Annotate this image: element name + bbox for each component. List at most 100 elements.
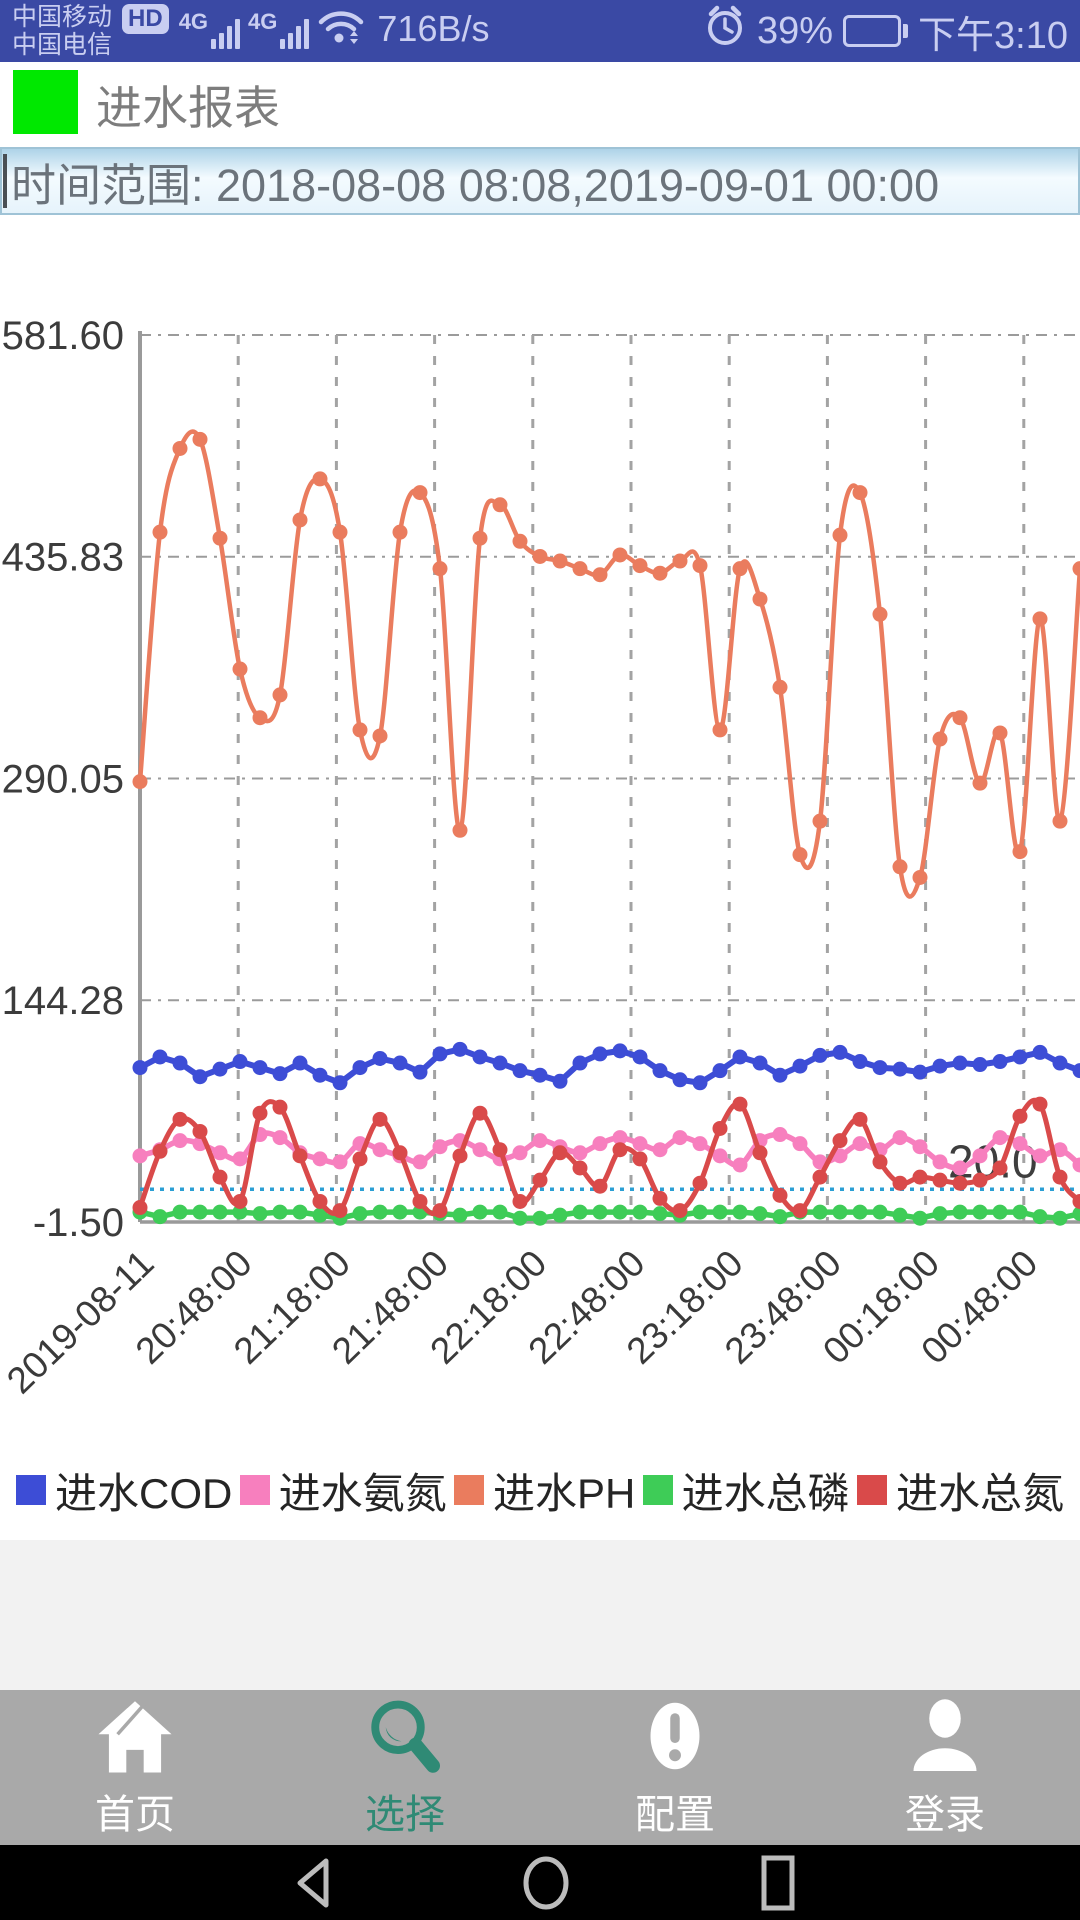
series-point (492, 497, 508, 513)
series-point (312, 471, 328, 487)
y-axis-tick-label: -1.50 (33, 1201, 124, 1245)
series-point (172, 440, 188, 456)
bottom-nav-bar: 首页 选择 配置 (0, 1690, 1080, 1845)
series-point (152, 1209, 168, 1225)
series-point (232, 1204, 248, 1220)
series-point (752, 591, 768, 607)
network-type-label: 4G (248, 8, 278, 34)
series-point (652, 565, 668, 581)
series-point (732, 1049, 748, 1065)
series-point (432, 1046, 448, 1062)
series-point (512, 1063, 528, 1079)
series-point (492, 1142, 508, 1158)
series-point (592, 1136, 608, 1152)
nav-item-select[interactable]: 选择 (270, 1690, 540, 1845)
series-point (612, 547, 628, 563)
network-speed: 716B/s (377, 7, 490, 49)
series-point (1032, 1148, 1048, 1164)
series-point (772, 1209, 788, 1225)
series-point (1072, 1157, 1080, 1173)
legend-item[interactable]: 进水氨氮 (239, 1460, 447, 1521)
series-point (532, 548, 548, 564)
series-point (1012, 844, 1028, 860)
series-point (792, 1136, 808, 1152)
series-point (532, 1210, 548, 1226)
series-point (512, 533, 528, 549)
nav-item-config[interactable]: 配置 (540, 1690, 810, 1845)
series-point (1072, 561, 1080, 577)
series-point (132, 774, 148, 790)
series-point (452, 1148, 468, 1164)
series-point (932, 1206, 948, 1222)
series-point (612, 1043, 628, 1059)
series-point (672, 1203, 688, 1219)
series-point (872, 1204, 888, 1220)
legend-swatch-icon (239, 1475, 270, 1505)
series-point (972, 1204, 988, 1220)
series-point (332, 1075, 348, 1091)
series-point (572, 1160, 588, 1176)
series-point (192, 1204, 208, 1220)
time-range-field[interactable]: 时间范围: 2018-08-08 08:08,2019-09-01 00:00 (0, 147, 1080, 215)
nav-label: 首页 (95, 1792, 175, 1837)
series-point (812, 813, 828, 829)
series-point (452, 822, 468, 838)
series-point (832, 527, 848, 543)
series-point (712, 1120, 728, 1136)
carrier-names: 中国移动 中国电信 (12, 0, 112, 62)
series-point (692, 1175, 708, 1191)
series-line-进水PH (137, 429, 1080, 899)
series-point (692, 1136, 708, 1152)
nav-item-login[interactable]: 登录 (810, 1690, 1080, 1845)
series-point (932, 1172, 948, 1188)
battery-icon (843, 15, 909, 47)
series-point (732, 1204, 748, 1220)
series-point (372, 1142, 388, 1158)
status-left: 中国移动 中国电信 HD 4G 4G (12, 0, 489, 62)
legend-item[interactable]: 进水总氮 (856, 1460, 1064, 1521)
series-point (512, 1193, 528, 1209)
login-icon (902, 1696, 988, 1776)
series-point (312, 1067, 328, 1083)
y-axis-tick-label: 290.05 (2, 758, 124, 802)
series-point (312, 1207, 328, 1223)
series-point (232, 1193, 248, 1209)
legend-item[interactable]: 进水总磷 (642, 1460, 850, 1521)
legend-item[interactable]: 进水PH (453, 1460, 635, 1521)
legend-label: 进水总磷 (681, 1469, 850, 1517)
nav-item-home[interactable]: 首页 (0, 1690, 270, 1845)
chart-canvas[interactable]: 581.60435.83290.05144.28-1.502019-08-112… (0, 250, 1080, 1455)
series-point (812, 1204, 828, 1220)
report-chart[interactable]: 581.60 435.83 290.05 144.28 -1.50 2019-08-11 2… (0, 250, 1080, 1455)
nav-label: 选择 (365, 1792, 445, 1837)
y-axis-tick-label: 581.60 (2, 314, 124, 358)
series-point (412, 1064, 428, 1080)
series-point (912, 869, 928, 885)
series-point (272, 687, 288, 703)
series-point (372, 1204, 388, 1220)
series-point (332, 1154, 348, 1170)
series-point (1072, 1063, 1080, 1079)
legend-item[interactable]: 进水COD (16, 1460, 232, 1521)
series-point (752, 1145, 768, 1161)
text-caret (3, 154, 7, 208)
series-point (652, 1206, 668, 1222)
series-point (932, 1154, 948, 1170)
android-recents-button[interactable] (743, 1851, 813, 1915)
series-point (972, 1057, 988, 1073)
series-point (1072, 1206, 1080, 1222)
alarm-clock-icon (703, 4, 747, 58)
series-point (192, 431, 208, 447)
series-point (592, 1046, 608, 1062)
series-point (612, 1142, 628, 1158)
series-point (532, 1133, 548, 1149)
series-point (192, 1069, 208, 1085)
series-point (412, 1193, 428, 1209)
series-point (592, 567, 608, 583)
android-back-button[interactable] (279, 1851, 349, 1915)
series-point (812, 1047, 828, 1063)
series-point (512, 1210, 528, 1226)
series-point (1012, 1108, 1028, 1124)
home-icon (92, 1696, 178, 1776)
android-home-button[interactable] (511, 1851, 581, 1915)
